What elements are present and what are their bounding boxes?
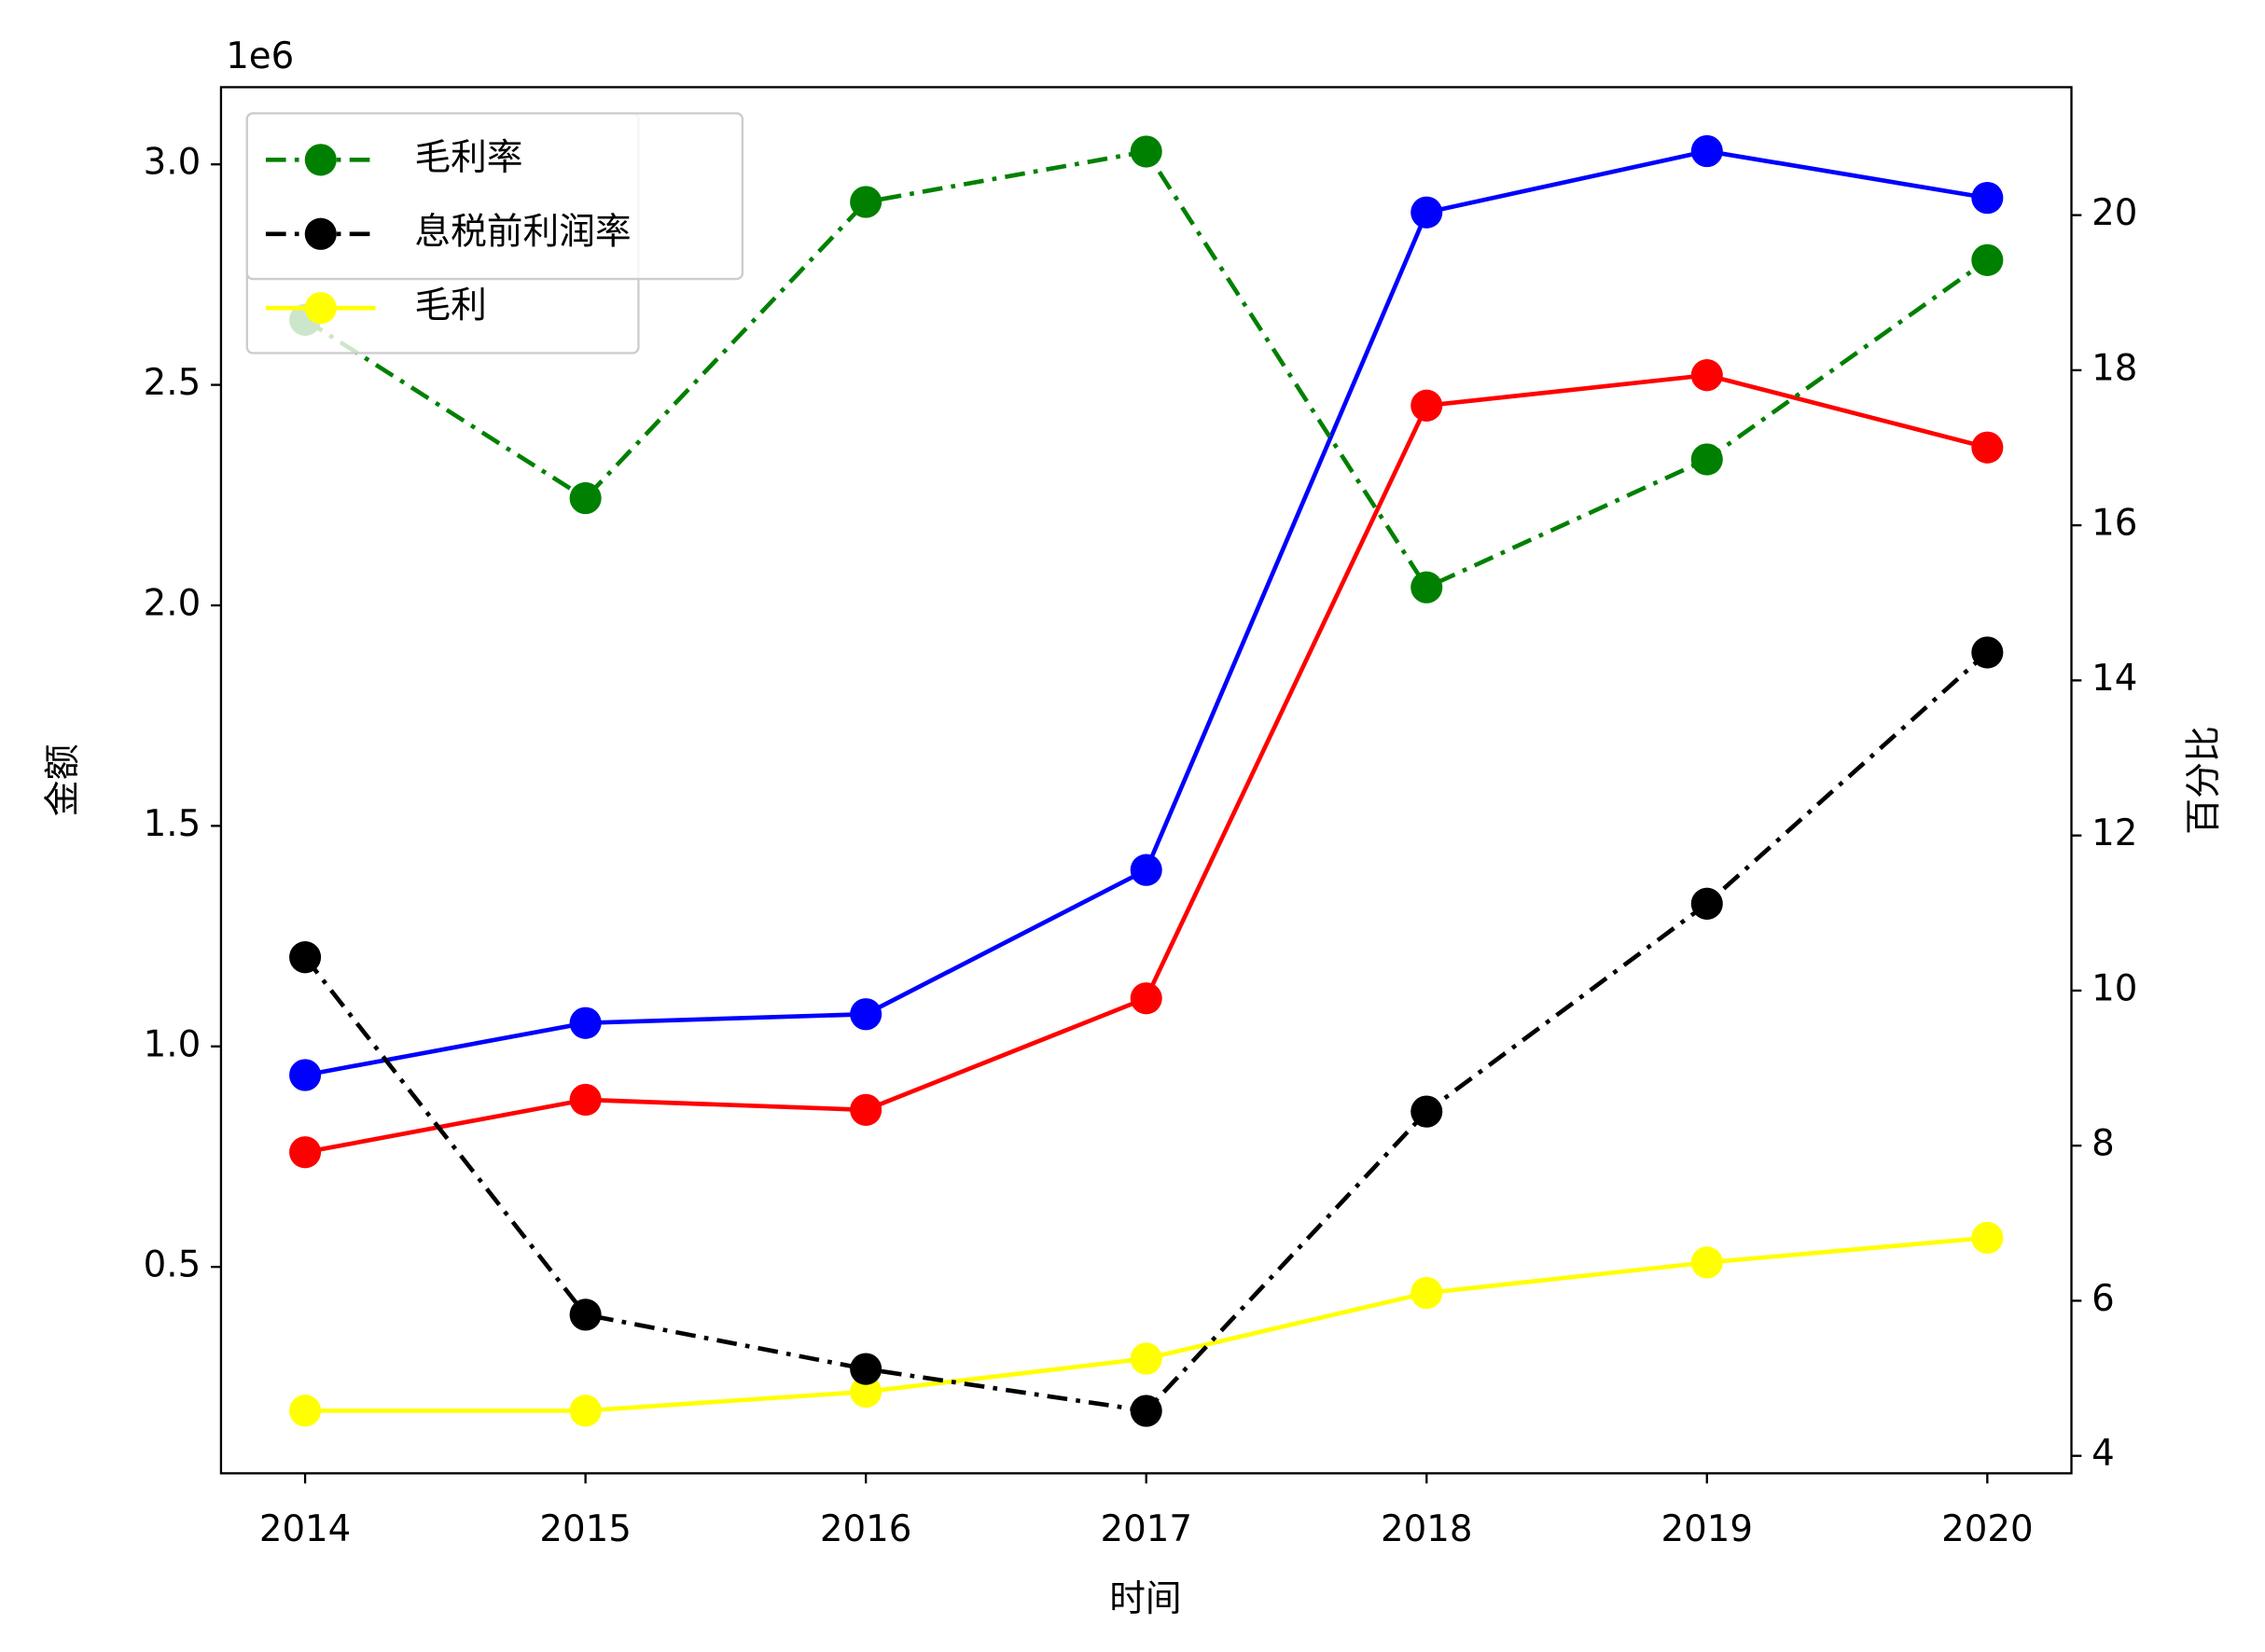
x-tick-label: 2018	[1381, 1508, 1472, 1550]
data-point	[1130, 854, 1162, 886]
data-point	[1971, 431, 2004, 464]
legend-label: 息税前利润率	[414, 211, 631, 253]
data-point	[569, 1395, 602, 1427]
legend-label: 毛利率	[414, 137, 522, 179]
y-tick-label: 1.5	[144, 803, 201, 845]
y-tick-label: 3.0	[144, 142, 201, 184]
data-point	[289, 1059, 322, 1091]
y-tick-label: 0.5	[144, 1244, 201, 1286]
y2-tick-label: 10	[2091, 967, 2137, 1009]
data-point	[1690, 1246, 1723, 1279]
plot-frame	[219, 86, 2073, 1475]
y2-axis-label: 百分比	[2183, 726, 2225, 835]
data-point	[850, 998, 882, 1031]
y-tick-label: 1.0	[144, 1023, 201, 1065]
data-point	[1410, 571, 1443, 604]
x-tick-label: 2015	[539, 1508, 631, 1550]
data-point	[569, 1083, 602, 1117]
data-point	[1971, 1221, 2004, 1255]
legend-marker	[304, 217, 337, 250]
y2-tick-label: 6	[2091, 1278, 2115, 1320]
y2-tick-label: 20	[2091, 192, 2137, 234]
y2-tick-label: 12	[2091, 812, 2137, 854]
data-point	[1410, 1276, 1443, 1310]
data-point	[1690, 134, 1723, 168]
legend-box	[245, 112, 744, 281]
data-point	[1410, 1095, 1443, 1128]
data-point	[850, 186, 882, 218]
data-point	[1690, 359, 1723, 392]
data-point	[1971, 243, 2004, 276]
y-tick-label: 2.0	[144, 582, 201, 624]
data-point	[1130, 982, 1162, 1015]
legend-marker	[304, 144, 337, 176]
x-tick-label: 2017	[1100, 1508, 1191, 1550]
x-axis-label: 时间	[1109, 1578, 1181, 1620]
data-point	[850, 1375, 882, 1409]
legend-label: 毛利	[414, 285, 486, 327]
y-offset-text: 1e6	[226, 35, 294, 77]
data-point	[569, 1298, 602, 1331]
data-point	[289, 1136, 322, 1169]
data-point	[289, 1395, 322, 1427]
data-point	[1690, 887, 1723, 920]
y2-tick-label: 16	[2091, 503, 2137, 545]
x-tick-label: 2019	[1661, 1508, 1753, 1550]
data-point	[1130, 1342, 1162, 1375]
data-point	[569, 481, 602, 515]
y2-tick-label: 14	[2091, 658, 2137, 700]
data-point	[850, 1353, 882, 1385]
y2-tick-label: 4	[2091, 1433, 2115, 1475]
y-axis-label: 金额	[42, 744, 84, 817]
data-point	[1971, 181, 2004, 215]
data-point	[1410, 389, 1443, 422]
data-point	[1130, 1395, 1162, 1427]
x-tick-label: 2016	[820, 1508, 911, 1550]
x-tick-label: 2020	[1941, 1508, 2033, 1550]
data-point	[1410, 196, 1443, 229]
data-point	[1971, 636, 2004, 669]
data-point	[289, 941, 322, 974]
y2-tick-label: 18	[2091, 347, 2137, 389]
y-tick-label: 2.5	[144, 362, 201, 404]
data-point	[850, 1093, 882, 1126]
legend-marker	[304, 292, 337, 325]
data-point	[1130, 135, 1162, 168]
y2-tick-label: 8	[2091, 1123, 2115, 1165]
x-tick-label: 2014	[259, 1508, 351, 1550]
data-point	[569, 1006, 602, 1039]
data-point	[1690, 443, 1723, 476]
